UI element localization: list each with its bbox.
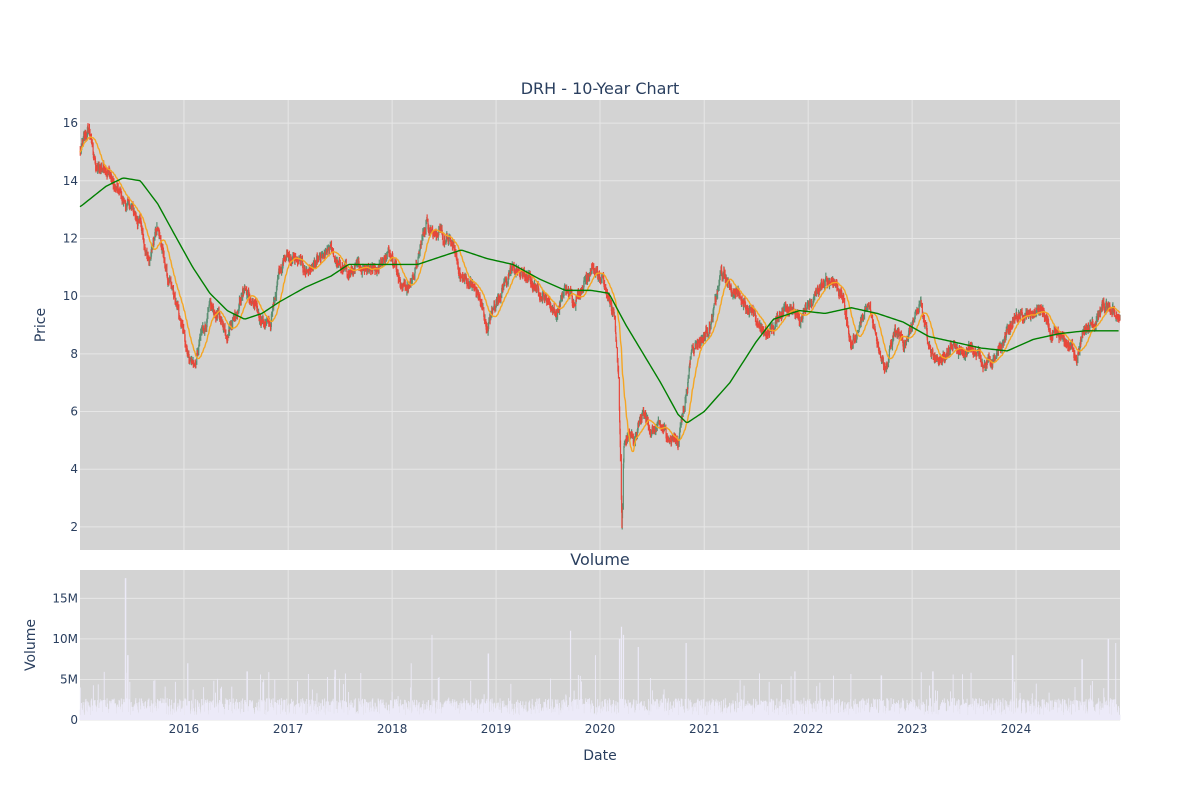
price-gridlines — [80, 100, 1120, 550]
price-chart-title: DRH - 10-Year Chart — [521, 79, 680, 98]
price-y-tick-label: 14 — [63, 174, 78, 188]
x-tick-label: 2016 — [169, 722, 200, 736]
ma-short-line — [79, 136, 1121, 453]
volume-y-tick-label: 10M — [52, 632, 78, 646]
x-tick-label: 2018 — [377, 722, 408, 736]
x-tick-label: 2020 — [585, 722, 616, 736]
x-axis-title: Date — [583, 748, 616, 764]
price-y-tick-label: 8 — [70, 347, 78, 361]
volume-y-tick-label: 0 — [70, 713, 78, 727]
x-tick-label: 2019 — [481, 722, 512, 736]
price-y-tick-label: 6 — [70, 405, 78, 419]
price-y-tick-label: 12 — [63, 231, 78, 245]
volume-y-tick-label: 15M — [52, 591, 78, 605]
volume-bar-series — [79, 578, 1121, 720]
volume-bars — [79, 578, 1121, 720]
price-y-axis-title: Price — [33, 308, 49, 342]
price-y-tick-label: 16 — [63, 116, 78, 130]
volume-y-axis: 0 5M 10M 15M — [52, 591, 78, 727]
x-tick-label: 2024 — [1001, 722, 1032, 736]
price-y-tick-label: 10 — [63, 289, 78, 303]
x-tick-label: 2022 — [793, 722, 824, 736]
price-y-tick-label: 2 — [70, 520, 78, 534]
volume-y-tick-label: 5M — [60, 672, 78, 686]
volume-x-axis: 2016 2017 2018 2019 2020 2021 2022 2023 2024 — [169, 722, 1032, 736]
volume-y-axis-title: Volume — [23, 619, 39, 671]
x-tick-label: 2017 — [273, 722, 304, 736]
x-tick-label: 2021 — [689, 722, 720, 736]
price-y-axis: 2 4 6 8 10 12 14 16 — [63, 116, 78, 534]
x-tick-label: 2023 — [897, 722, 928, 736]
price-y-tick-label: 4 — [70, 462, 78, 476]
ma-long-line — [79, 177, 1119, 424]
volume-chart-title: Volume — [570, 550, 630, 569]
